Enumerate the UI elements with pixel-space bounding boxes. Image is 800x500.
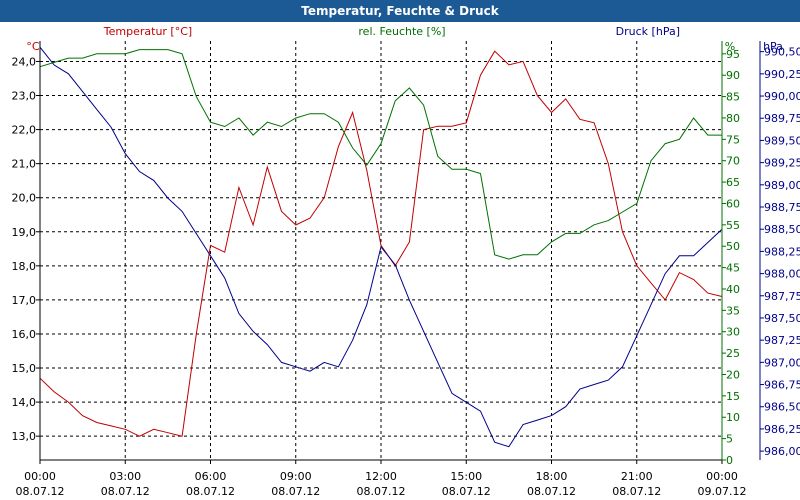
- press-tick-label: 989,50: [764, 134, 800, 147]
- x-tick-date: 08.07.12: [612, 485, 661, 498]
- x-tick-date: 08.07.12: [271, 485, 320, 498]
- hum-tick-label: 60: [726, 197, 740, 210]
- x-tick-time: 15:00: [450, 470, 482, 483]
- temp-tick-label: 18,0: [12, 260, 37, 273]
- hum-tick-label: 95: [726, 48, 740, 61]
- x-tick-date: 09.07.12: [698, 485, 747, 498]
- x-tick-time: 12:00: [365, 470, 397, 483]
- press-tick-label: 990,25: [764, 68, 800, 81]
- hum-tick-label: 70: [726, 155, 740, 168]
- temp-tick-label: 15,0: [12, 362, 37, 375]
- press-tick-label: 988,75: [764, 201, 800, 214]
- temp-unit-label: °C: [26, 40, 40, 53]
- press-tick-label: 986,50: [764, 401, 800, 414]
- x-tick-time: 00:00: [24, 470, 56, 483]
- hum-tick-label: 20: [726, 368, 740, 381]
- hum-tick-label: 0: [726, 454, 733, 467]
- press-tick-label: 990,50: [764, 46, 800, 59]
- hum-tick-label: 25: [726, 347, 740, 360]
- hum-tick-label: 35: [726, 304, 740, 317]
- x-tick-time: 21:00: [621, 470, 653, 483]
- press-unit-label: hPa: [763, 40, 783, 53]
- press-tick-label: 988,50: [764, 223, 800, 236]
- hum-tick-label: 50: [726, 240, 740, 253]
- press-tick-label: 989,75: [764, 112, 800, 125]
- hum-tick-label: 30: [726, 326, 740, 339]
- x-tick-date: 08.07.12: [357, 485, 406, 498]
- series-group: [39, 46, 723, 448]
- press-tick-label: 988,25: [764, 245, 800, 258]
- press-tick-label: 987,75: [764, 290, 800, 303]
- legend-hum: rel. Feuchte [%]: [358, 25, 445, 38]
- temp-tick-label: 23,0: [12, 90, 37, 103]
- hum-tick-label: 85: [726, 91, 740, 104]
- temp-tick-label: 16,0: [12, 328, 37, 341]
- x-tick-date: 08.07.12: [527, 485, 576, 498]
- x-tick-time: 09:00: [280, 470, 312, 483]
- hum-tick-label: 55: [726, 219, 740, 232]
- x-tick-time: 06:00: [195, 470, 227, 483]
- press-tick-label: 990,00: [764, 90, 800, 103]
- hum-tick-label: 15: [726, 390, 740, 403]
- x-tick-date: 08.07.12: [442, 485, 491, 498]
- hum-tick-label: 5: [726, 433, 733, 446]
- press-tick-label: 988,00: [764, 268, 800, 281]
- temp-tick-label: 22,0: [12, 124, 37, 137]
- press-tick-label: 989,00: [764, 179, 800, 192]
- temp-tick-label: 20,0: [12, 192, 37, 205]
- temp-tick-label: 21,0: [12, 158, 37, 171]
- labels-group: 00:00 08.07.12 03:00 08.07.12 06:00 08.07.12 0…: [12, 25, 800, 498]
- series-line-temp: [39, 50, 723, 437]
- temp-tick-label: 24,0: [12, 55, 37, 68]
- series-line-hum: [39, 49, 722, 260]
- temp-tick-label: 19,0: [12, 226, 37, 239]
- temp-tick-label: 14,0: [12, 396, 37, 409]
- hum-tick-label: 40: [726, 283, 740, 296]
- press-tick-label: 987,00: [764, 356, 800, 369]
- hum-tick-label: 80: [726, 112, 740, 125]
- hum-tick-label: 90: [726, 69, 740, 82]
- x-tick-time: 00:00: [706, 470, 738, 483]
- press-tick-label: 987,25: [764, 334, 800, 347]
- x-tick-time: 18:00: [536, 470, 568, 483]
- press-tick-label: 986,75: [764, 379, 800, 392]
- press-tick-label: 989,25: [764, 157, 800, 170]
- x-tick-time: 03:00: [109, 470, 141, 483]
- grid-lines: [40, 41, 722, 460]
- legend-temp: Temperatur [°C]: [103, 25, 192, 38]
- hum-tick-label: 45: [726, 262, 740, 275]
- x-tick-date: 08.07.12: [16, 485, 65, 498]
- chart-title: Temperatur, Feuchte & Druck: [0, 0, 800, 22]
- x-tick-date: 08.07.12: [186, 485, 235, 498]
- press-tick-label: 986,00: [764, 445, 800, 458]
- hum-tick-label: 75: [726, 133, 740, 146]
- press-tick-label: 986,25: [764, 423, 800, 436]
- hum-unit-label: %: [725, 40, 735, 53]
- hum-tick-label: 10: [726, 411, 740, 424]
- hum-tick-label: 65: [726, 176, 740, 189]
- legend-press: Druck [hPa]: [616, 25, 680, 38]
- temp-tick-label: 17,0: [12, 294, 37, 307]
- series-line-press: [39, 46, 723, 448]
- x-tick-date: 08.07.12: [101, 485, 150, 498]
- temp-tick-label: 13,0: [12, 430, 37, 443]
- press-tick-label: 987,50: [764, 312, 800, 325]
- axes-group: [36, 41, 764, 464]
